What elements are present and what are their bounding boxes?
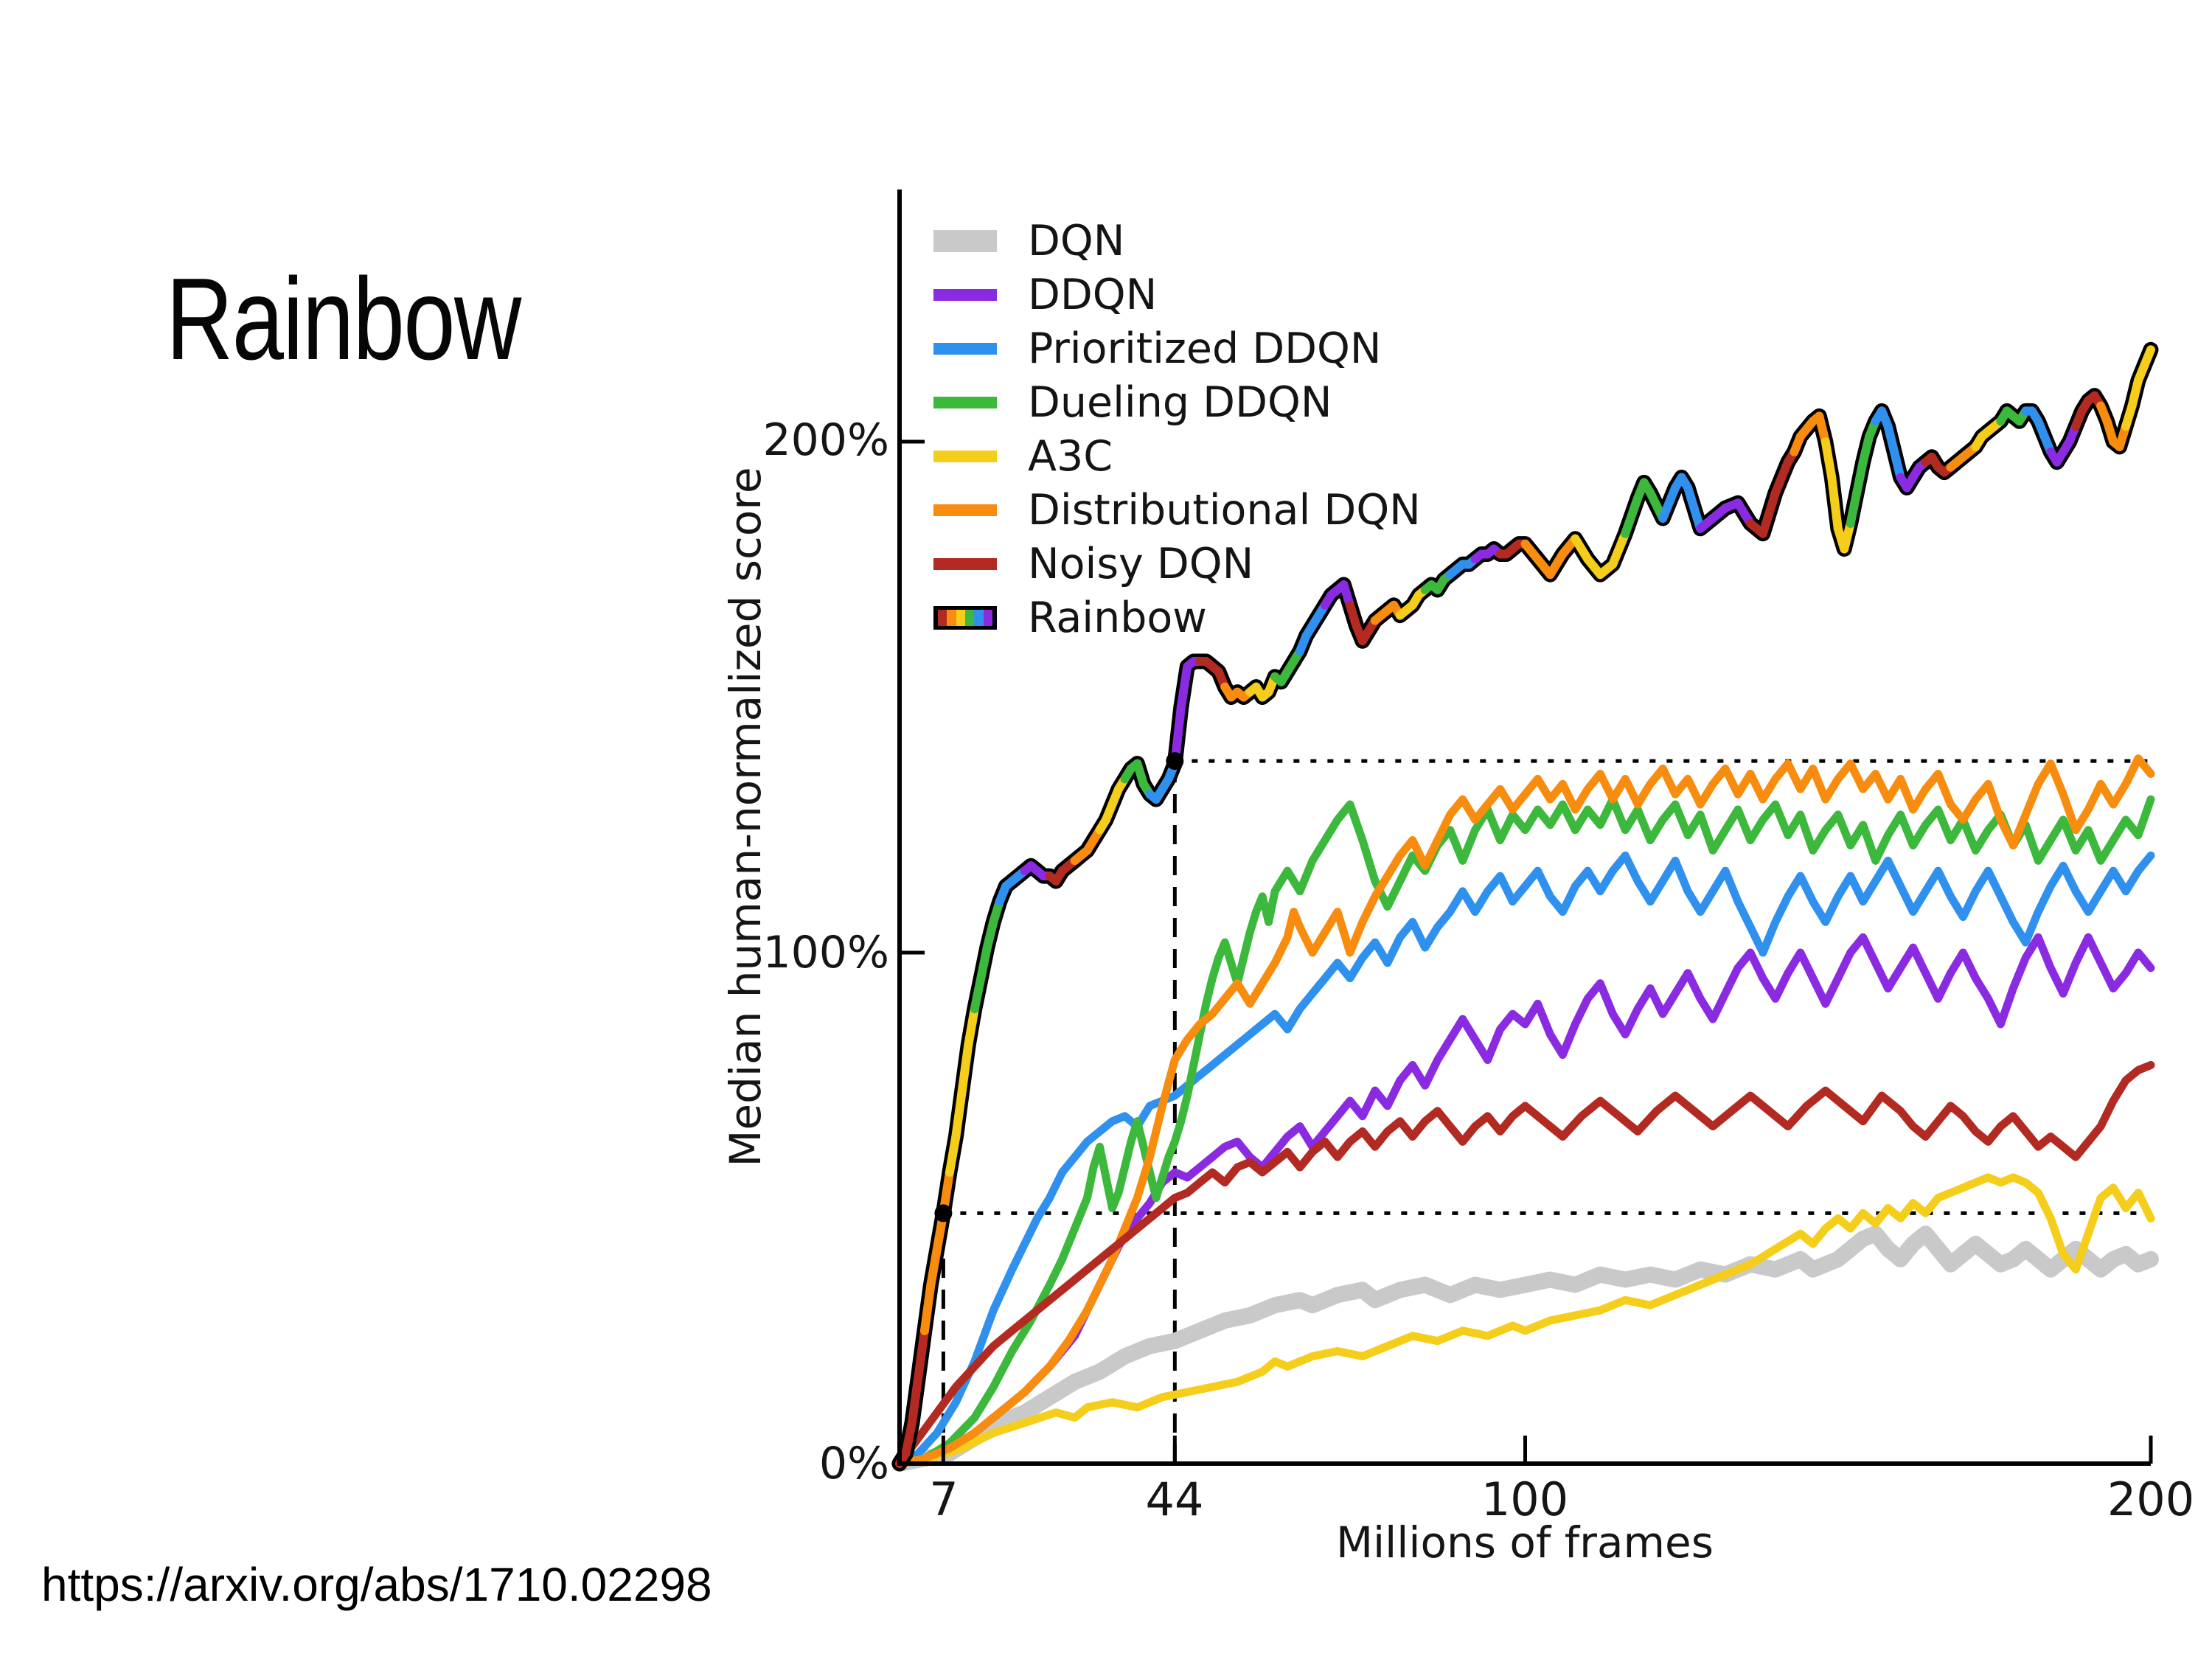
legend-item-a3c: A3C — [933, 429, 1421, 483]
series-distributional-dqn — [895, 754, 2155, 1468]
legend-item-noisy-dqn: Noisy DQN — [933, 537, 1421, 591]
legend-label-prioritized-ddqn: Prioritized DDQN — [1028, 324, 1382, 373]
y-axis-label: Median human-normalized score — [720, 467, 771, 1167]
legend-swatch-prioritized-ddqn — [933, 335, 997, 362]
x-tick-label-7: 7 — [929, 1472, 959, 1526]
legend-item-dueling-ddqn: Dueling DDQN — [933, 375, 1421, 429]
legend-item-dqn: DQN — [933, 214, 1421, 268]
legend-item-rainbow: Rainbow — [933, 591, 1421, 644]
legend-swatch-distributional-dqn — [933, 497, 997, 524]
x-tick-label-200: 200 — [2107, 1472, 2195, 1526]
series-ddqn — [895, 933, 2155, 1468]
legend-label-distributional-dqn: Distributional DQN — [1028, 485, 1421, 535]
legend-swatch-a3c — [933, 443, 997, 470]
y-tick-label-200: 200% — [762, 414, 889, 466]
y-tick-label-0: 0% — [818, 1438, 889, 1489]
legend-item-prioritized-ddqn: Prioritized DDQN — [933, 321, 1421, 375]
legend-label-noisy-dqn: Noisy DQN — [1028, 539, 1254, 588]
legend-swatch-rainbow — [933, 605, 997, 631]
y-tick-label-100: 100% — [762, 927, 889, 978]
legend-swatch-dqn — [933, 228, 997, 254]
legend-label-a3c: A3C — [1028, 431, 1113, 481]
legend-item-ddqn: DDQN — [933, 268, 1421, 321]
legend-label-ddqn: DDQN — [1028, 270, 1158, 319]
series-dueling-ddqn — [895, 795, 2155, 1468]
source-url: https://arxiv.org/abs/1710.02298 — [41, 1558, 712, 1611]
chart-legend: DQN DDQN Prioritized DDQN Dueling DDQN A… — [933, 214, 1421, 644]
slide-title: Rainbow — [166, 254, 521, 384]
legend-swatch-noisy-dqn — [933, 551, 997, 577]
legend-swatch-ddqn — [933, 282, 997, 308]
legend-label-dueling-ddqn: Dueling DDQN — [1028, 378, 1332, 427]
legend-label-rainbow: Rainbow — [1028, 593, 1207, 642]
series-a3c — [895, 1173, 2155, 1468]
legend-item-distributional-dqn: Distributional DQN — [933, 483, 1421, 537]
axes — [897, 189, 2153, 1466]
x-axis-label: Millions of frames — [1336, 1517, 1714, 1568]
annotation-dots — [934, 752, 1184, 1222]
series-dqn — [891, 1225, 2159, 1472]
x-tick-label-100: 100 — [1481, 1472, 1569, 1526]
legend-label-dqn: DQN — [1028, 216, 1125, 265]
x-tick-label-44: 44 — [1145, 1472, 1204, 1526]
legend-swatch-dueling-ddqn — [933, 389, 997, 416]
series-noisy-dqn — [895, 1061, 2155, 1468]
